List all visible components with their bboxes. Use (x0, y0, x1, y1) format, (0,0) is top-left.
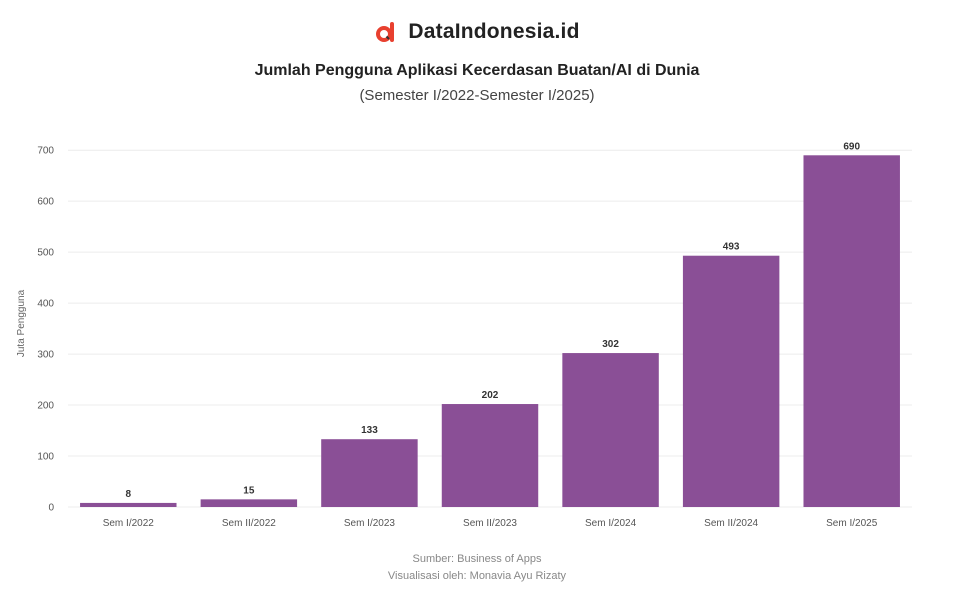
brand-header: DataIndonesia.id (0, 20, 954, 44)
x-tick-label: Sem II/2023 (463, 518, 517, 529)
y-tick-label: 500 (37, 248, 54, 259)
x-tick-label: Sem I/2022 (103, 518, 155, 529)
y-tick-label: 400 (37, 299, 54, 310)
bar-value-label: 202 (482, 390, 499, 401)
y-tick-label: 600 (37, 197, 54, 208)
dataindonesia-logo-icon (376, 22, 395, 42)
bar (441, 404, 539, 507)
x-tick-label: Sem II/2024 (704, 518, 758, 529)
bar-value-label: 690 (843, 141, 860, 152)
x-tick-label: Sem I/2025 (826, 518, 878, 529)
chart-subtitle: (Semester I/2022-Semester I/2025) (359, 87, 595, 104)
bar-value-label: 8 (126, 489, 132, 500)
x-tick-label: Sem I/2023 (344, 518, 396, 529)
x-tick-label: Sem I/2024 (585, 518, 637, 529)
bar-value-label: 302 (602, 339, 619, 350)
bar (562, 353, 659, 507)
brand-name: DataIndonesia.id (408, 20, 580, 43)
x-tick-label: Sem II/2022 (222, 518, 276, 529)
y-axis-label: Juta Pengguna (16, 289, 27, 357)
bar-value-label: 133 (361, 425, 378, 436)
y-tick-label: 100 (37, 452, 54, 463)
y-tick-label: 0 (48, 503, 54, 514)
chart-title: Jumlah Pengguna Aplikasi Kecerdasan Buat… (254, 62, 700, 79)
y-tick-label: 700 (37, 146, 54, 157)
bar (321, 439, 418, 507)
bar-value-label: 493 (723, 242, 740, 253)
y-tick-label: 200 (37, 401, 54, 412)
bar (80, 502, 177, 507)
bar (682, 255, 780, 507)
bar (200, 499, 298, 507)
y-tick-label: 300 (37, 350, 54, 361)
bar (803, 155, 900, 507)
source-note: Sumber: Business of Apps (412, 553, 542, 565)
bar-value-label: 15 (243, 485, 255, 496)
credit-note: Visualisasi oleh: Monavia Ayu Rizaty (387, 570, 567, 582)
